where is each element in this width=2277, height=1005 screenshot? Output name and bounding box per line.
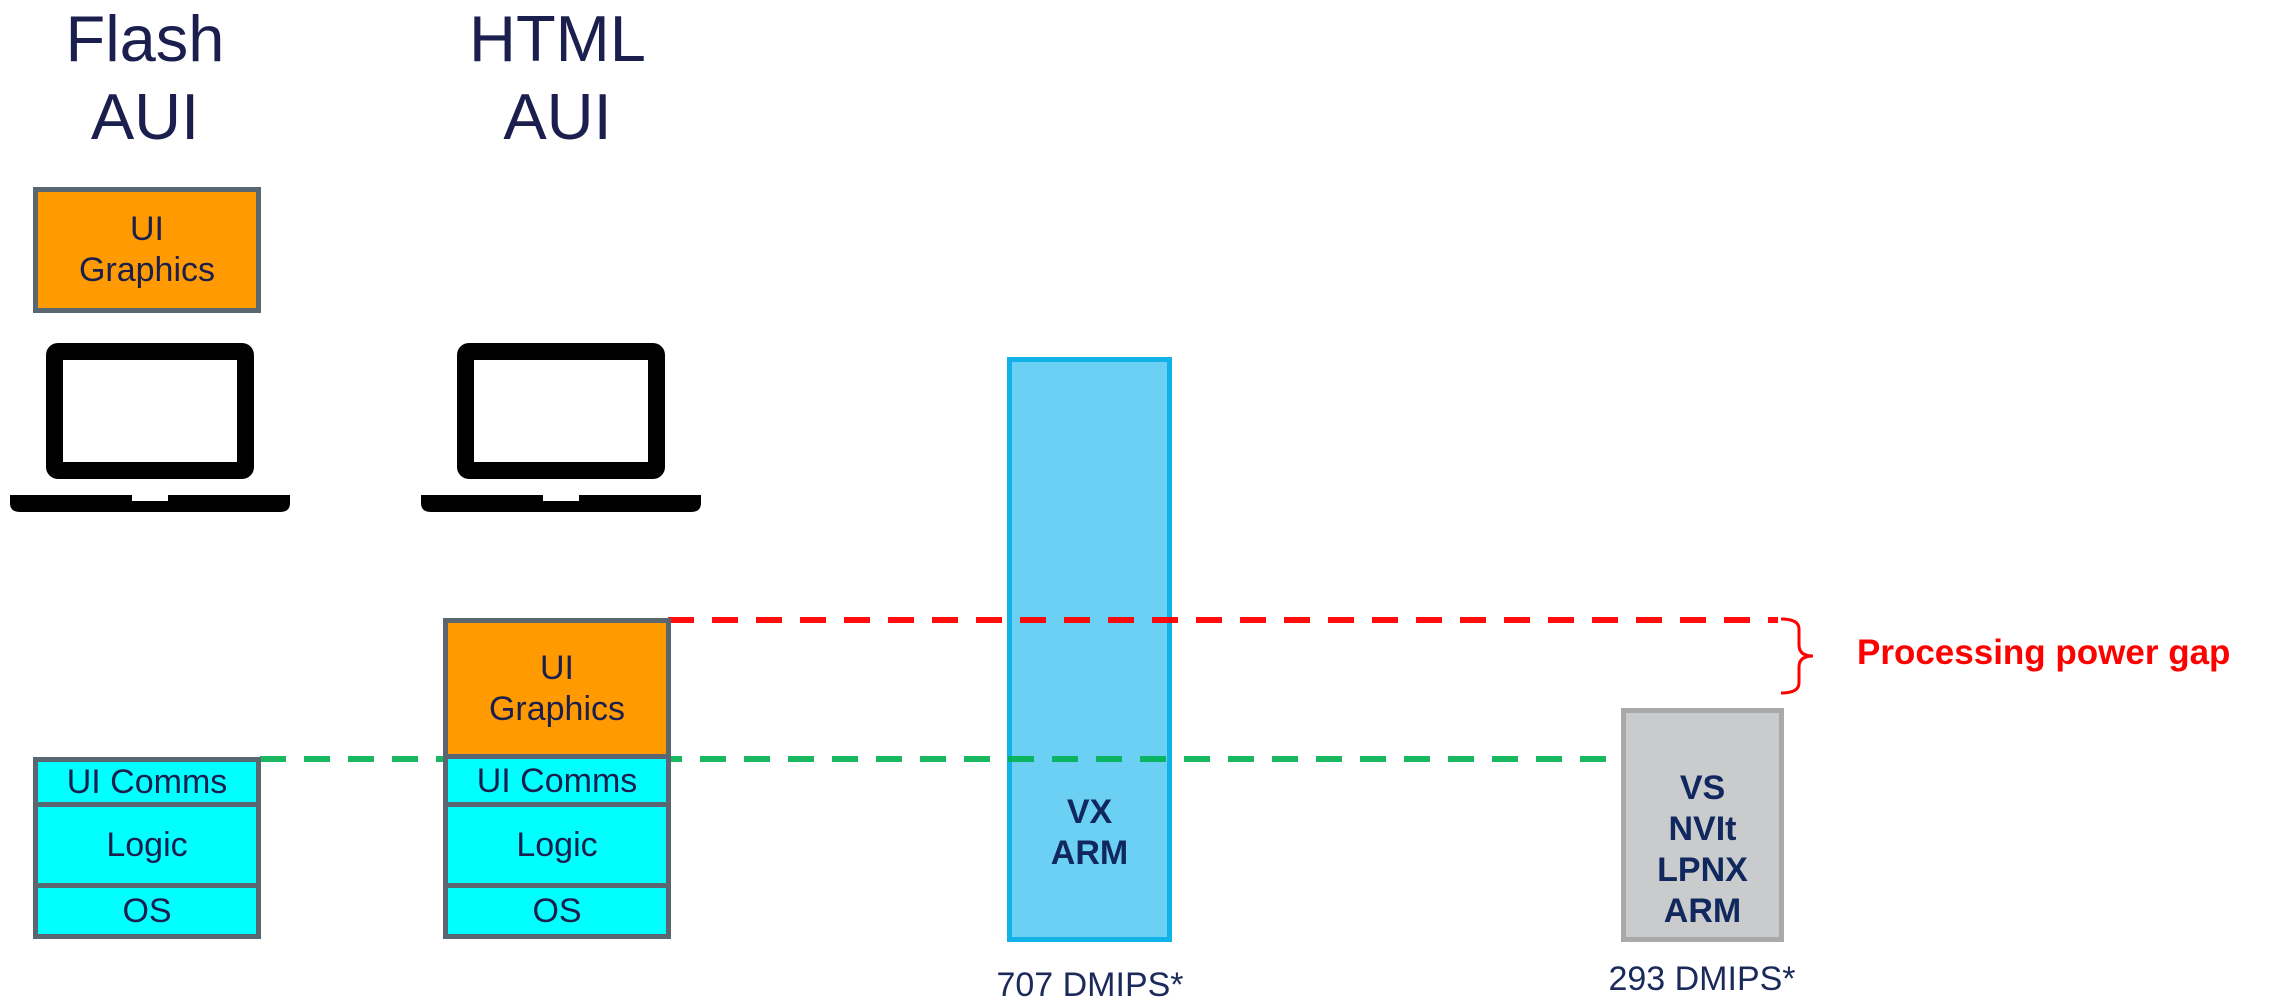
html-ui-comms-label: UI Comms <box>476 761 638 800</box>
high-bar-line1: VX <box>1066 793 1113 831</box>
low-bar-caption: 293 DMIPS* <box>1608 960 1796 998</box>
low-bar-line2: NVIt <box>1668 810 1737 848</box>
right-brace-icon <box>1780 617 1814 695</box>
laptop-icon <box>421 343 701 512</box>
flash-ui-graphics-line1: UI <box>130 210 164 248</box>
flash-logic-block: Logic <box>33 802 261 888</box>
flash-os-block: OS <box>33 883 261 939</box>
flash-ui-graphics-block: UI Graphics <box>33 187 261 313</box>
high-bar-caption: 707 DMIPS* <box>996 966 1184 1004</box>
flash-heading-line2: AUI <box>90 80 200 153</box>
html-os-block: OS <box>443 883 671 939</box>
high-bar-label: VX ARM <box>1007 792 1172 874</box>
html-ui-graphics-line1: UI <box>540 648 574 687</box>
low-performance-bar: VS NVIt LPNX ARM <box>1621 708 1784 942</box>
processing-power-gap-label: Processing power gap <box>1857 633 2231 672</box>
flash-heading-line1: Flash <box>65 2 225 75</box>
html-ui-graphics-block: UI Graphics <box>443 618 671 759</box>
flash-aui-heading: Flash AUI <box>40 0 250 156</box>
low-bar-label: VS NVIt LPNX ARM <box>1626 768 1779 932</box>
html-ui-comms-block: UI Comms <box>443 754 671 807</box>
flash-os-label: OS <box>122 892 172 930</box>
html-logic-block: Logic <box>443 802 671 888</box>
html-heading-line1: HTML <box>469 2 646 75</box>
high-performance-bar <box>1007 357 1172 942</box>
html-aui-heading: HTML AUI <box>445 0 670 156</box>
low-bar-line3: LPNX <box>1657 851 1748 889</box>
html-ui-graphics-line2: Graphics <box>488 689 626 728</box>
low-bar-line1: VS <box>1679 769 1726 807</box>
flash-ui-comms-block: UI Comms <box>33 757 261 807</box>
flash-ui-graphics-line2: Graphics <box>78 251 216 289</box>
flash-logic-label: Logic <box>106 826 188 864</box>
low-bar-line4: ARM <box>1663 892 1742 930</box>
high-bar-line2: ARM <box>1050 834 1129 872</box>
html-os-label: OS <box>532 892 582 930</box>
laptop-icon <box>10 343 290 512</box>
html-heading-line2: AUI <box>503 80 612 153</box>
html-logic-label: Logic <box>516 826 598 864</box>
flash-ui-comms-label: UI Comms <box>66 763 228 801</box>
